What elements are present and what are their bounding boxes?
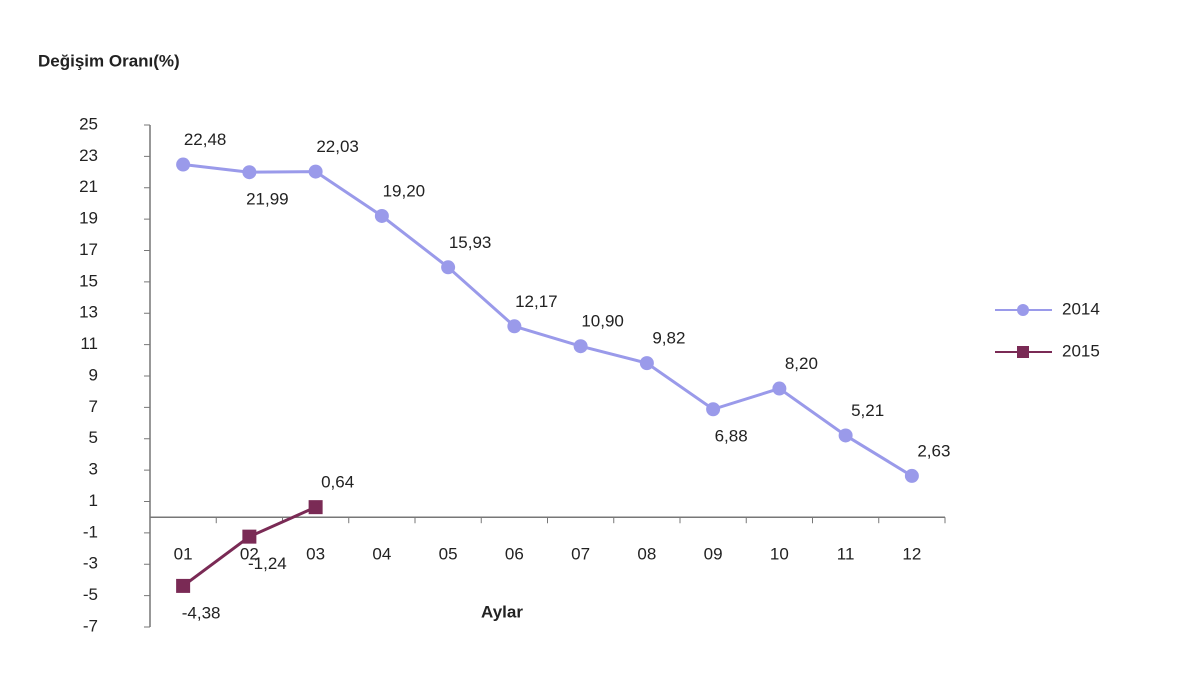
x-tick-label: 02	[240, 545, 259, 564]
y-tick-label: 9	[89, 365, 98, 384]
data-label: -4,38	[182, 603, 221, 622]
marker	[772, 381, 787, 396]
data-label: 10,90	[581, 312, 624, 331]
x-tick-label: 11	[837, 545, 855, 564]
data-label: 2,63	[917, 441, 950, 460]
data-label: 22,03	[316, 137, 359, 156]
x-tick-label: 03	[306, 545, 325, 564]
y-tick-label: 17	[79, 240, 98, 259]
y-tick-label: 3	[89, 460, 98, 479]
y-tick-label: 15	[79, 271, 98, 290]
marker	[242, 165, 257, 180]
data-label: 19,20	[383, 181, 426, 200]
data-label: 22,48	[184, 130, 227, 149]
data-label: 9,82	[652, 329, 685, 348]
y-tick-label: 21	[79, 177, 98, 196]
data-label: 15,93	[449, 233, 492, 252]
y-tick-label: 11	[80, 334, 98, 353]
marker	[176, 157, 191, 172]
x-tick-label: 06	[505, 545, 524, 564]
data-label: 6,88	[715, 427, 748, 446]
x-tick-label: 05	[439, 545, 458, 564]
marker	[242, 529, 257, 544]
marker	[639, 356, 654, 371]
y-tick-label: 23	[79, 146, 98, 165]
y-tick-label: -7	[83, 616, 98, 635]
marker	[838, 428, 853, 443]
data-label: 8,20	[785, 354, 818, 373]
x-tick-label: 01	[174, 545, 193, 564]
marker	[374, 208, 389, 223]
x-tick-label: 08	[637, 545, 656, 564]
data-label: 21,99	[246, 190, 289, 209]
y-tick-label: -1	[83, 522, 98, 541]
marker	[573, 339, 588, 354]
series-line	[182, 163, 913, 478]
x-tick-label: 07	[571, 545, 590, 564]
data-label: 0,64	[321, 473, 354, 492]
marker	[308, 164, 323, 179]
data-label: -1,24	[248, 554, 287, 573]
y-tick-label: -3	[83, 554, 98, 573]
legend-marker	[1017, 346, 1029, 358]
marker	[441, 260, 456, 275]
legend-label: 2015	[1062, 341, 1100, 360]
y-tick-label: 5	[89, 428, 98, 447]
y-tick-label: -5	[83, 585, 98, 604]
x-tick-label: 12	[902, 545, 921, 564]
x-tick-label: 10	[770, 545, 789, 564]
y-tick-label: 25	[79, 114, 98, 133]
y-tick-label: 19	[79, 209, 98, 228]
x-tick-label: 04	[372, 545, 391, 564]
data-label: 5,21	[851, 401, 884, 420]
data-label: 12,17	[515, 292, 558, 311]
y-tick-label: 13	[79, 303, 98, 322]
x-axis-title: Aylar	[481, 602, 523, 621]
y-tick-label: 1	[89, 491, 98, 510]
marker	[507, 319, 522, 334]
marker	[176, 578, 191, 593]
legend-marker	[1017, 304, 1029, 316]
y-axis-title: Değişim Oranı(%)	[38, 51, 180, 70]
marker	[308, 500, 323, 515]
marker	[904, 468, 919, 483]
marker	[706, 402, 721, 417]
legend-label: 2014	[1062, 299, 1100, 318]
y-tick-label: 7	[89, 397, 98, 416]
x-tick-label: 09	[704, 545, 723, 564]
